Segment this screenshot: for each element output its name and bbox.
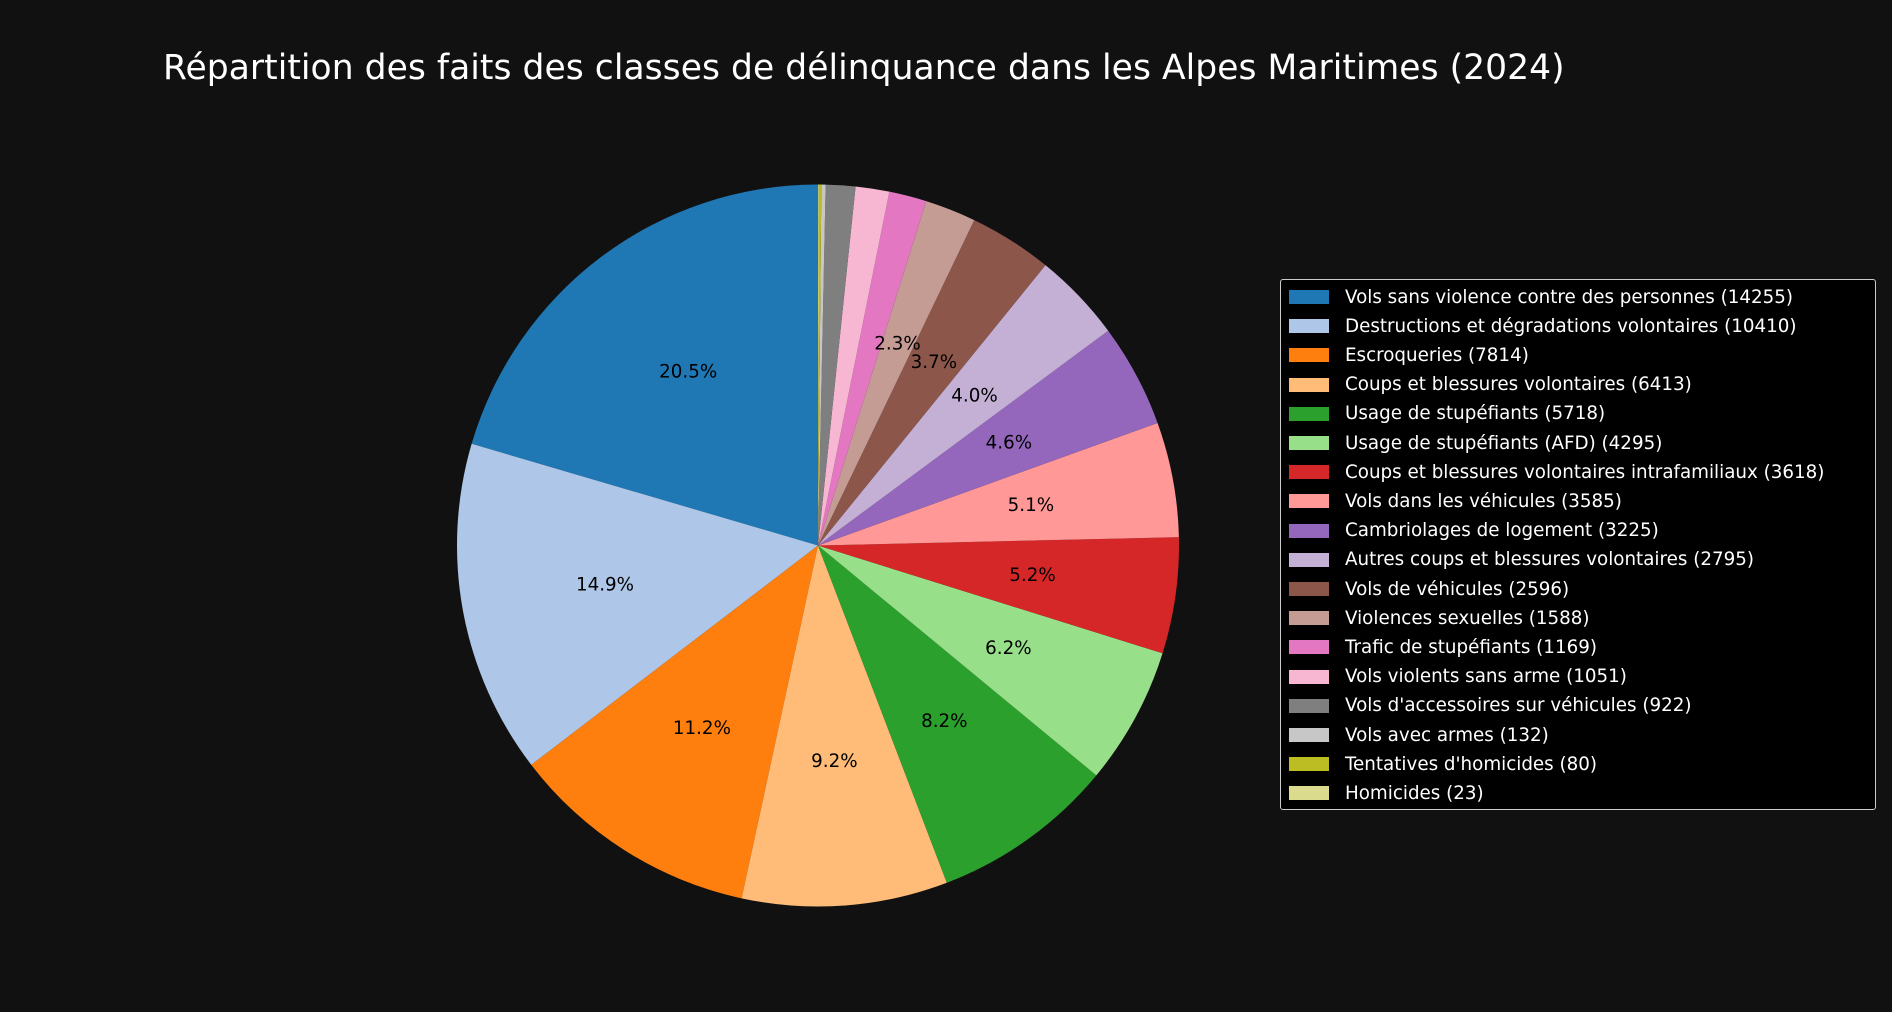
legend-item: Coups et blessures volontaires (6413) [1289, 374, 1692, 396]
pie-slice [818, 184, 819, 546]
legend-swatch [1289, 698, 1329, 713]
legend-swatch [1289, 669, 1329, 684]
pie-slices [456, 184, 1179, 907]
legend-item: Trafic de stupéfiants (1169) [1289, 636, 1597, 658]
percent-label: 5.2% [1009, 565, 1055, 586]
legend-swatch [1289, 348, 1329, 363]
legend-item: Homicides (23) [1289, 782, 1484, 804]
legend-item: Tentatives d'homicides (80) [1289, 753, 1597, 775]
legend-swatch [1289, 552, 1329, 567]
legend-item: Autres coups et blessures volontaires (2… [1289, 549, 1754, 571]
legend-item: Vols dans les véhicules (3585) [1289, 490, 1622, 512]
legend-label: Usage de stupéfiants (AFD) (4295) [1345, 432, 1663, 454]
legend-item: Cambriolages de logement (3225) [1289, 520, 1659, 542]
percent-label: 3.7% [911, 352, 957, 373]
pie-slice [818, 184, 856, 546]
percent-labels: 20.5% 14.9% 11.2% 9.2% 8.2% 6.2% 5.2% 5.1% 4.6% 4… [576, 334, 1056, 773]
percent-label: 4.6% [986, 433, 1032, 454]
legend-swatch [1289, 757, 1329, 772]
pie-slice [818, 545, 1163, 776]
pie-slice [818, 184, 826, 546]
percent-label: 9.2% [811, 751, 857, 772]
legend-label: Homicides (23) [1345, 782, 1484, 804]
legend-swatch [1289, 436, 1329, 450]
legend-label: Vols violents sans arme (1051) [1345, 666, 1627, 688]
legend-item: Coups et blessures volontaires intrafami… [1289, 461, 1824, 483]
percent-label: 20.5% [659, 362, 717, 383]
legend-item: Usage de stupéfiants (AFD) (4295) [1289, 432, 1662, 454]
legend-swatch [1289, 611, 1329, 626]
pie-slice [818, 265, 1109, 546]
legend-swatch [1289, 319, 1329, 334]
legend-swatch [1289, 523, 1329, 538]
pie-slice [531, 545, 818, 899]
legend-swatch [1289, 406, 1329, 421]
legend-swatch [1289, 465, 1329, 480]
legend-item: Vols violents sans arme (1051) [1289, 666, 1627, 688]
legend-label: Trafic de stupéfiants (1169) [1345, 636, 1597, 658]
legend-label: Vols dans les véhicules (3585) [1345, 490, 1622, 512]
legend-swatch [1289, 640, 1329, 655]
percent-label: 2.3% [874, 334, 920, 355]
legend-item: Vols sans violence contre des personnes … [1289, 286, 1793, 308]
percent-label: 8.2% [921, 711, 967, 732]
legend-label: Usage de stupéfiants (5718) [1345, 403, 1606, 425]
legend-item: Escroqueries (7814) [1289, 344, 1529, 366]
legend-label: Vols de véhicules (2596) [1345, 578, 1570, 600]
pie-slice [818, 184, 822, 546]
pie-slice [818, 545, 1097, 883]
percent-label: 6.2% [985, 638, 1031, 659]
legend-label: Vols sans violence contre des personnes … [1345, 286, 1794, 308]
legend-label: Violences sexuelles (1588) [1345, 607, 1590, 629]
pie-slice [456, 443, 818, 765]
legend-label: Cambriolages de logement (3225) [1345, 520, 1659, 542]
pie-slice [741, 545, 947, 907]
legend-item: Destructions et dégradations volontaires… [1289, 315, 1797, 337]
legend-item: Vols de véhicules (2596) [1289, 578, 1569, 600]
legend-label: Coups et blessures volontaires (6413) [1345, 374, 1692, 396]
legend-item: Usage de stupéfiants (5718) [1289, 403, 1605, 425]
pie-slice [818, 201, 975, 546]
percent-label: 4.0% [951, 385, 997, 406]
legend-swatch [1289, 728, 1329, 742]
pie-slice [818, 537, 1179, 654]
legend-item: Vols avec armes (132) [1289, 724, 1549, 746]
legend-swatch [1289, 377, 1329, 392]
legend-item: Vols d'accessoires sur véhicules (922) [1289, 695, 1692, 717]
legend: Vols sans violence contre des personnes … [1280, 279, 1876, 810]
legend-label: Autres coups et blessures volontaires (2… [1345, 549, 1754, 571]
pie-slice [471, 184, 818, 546]
legend-swatch [1289, 494, 1329, 509]
chart-title: Répartition des faits des classes de dél… [163, 48, 1565, 88]
legend-label: Destructions et dégradations volontaires… [1345, 315, 1797, 337]
pie-slice [818, 220, 1046, 546]
pie-slice [818, 330, 1158, 546]
legend-swatch [1289, 290, 1329, 304]
legend-item: Violences sexuelles (1588) [1289, 607, 1590, 629]
legend-label: Escroqueries (7814) [1345, 344, 1529, 366]
percent-label: 5.1% [1008, 495, 1054, 516]
legend-label: Coups et blessures volontaires intrafami… [1345, 461, 1825, 483]
pie-slice [818, 186, 890, 546]
pie-slice [818, 191, 927, 546]
percent-label: 14.9% [576, 575, 634, 596]
legend-label: Tentatives d'homicides (80) [1345, 753, 1598, 775]
pie-slice [818, 422, 1179, 546]
legend-swatch [1289, 786, 1329, 801]
legend-label: Vols d'accessoires sur véhicules (922) [1345, 695, 1692, 717]
legend-label: Vols avec armes (132) [1345, 724, 1549, 746]
percent-label: 11.2% [673, 718, 731, 739]
legend-swatch [1289, 582, 1329, 596]
